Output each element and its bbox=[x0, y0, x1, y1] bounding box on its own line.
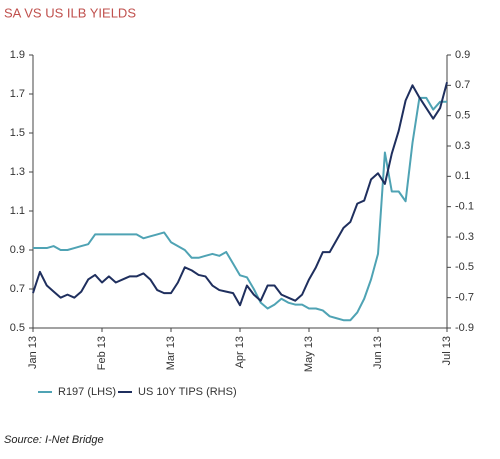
y2-tick-label: -0.5 bbox=[455, 261, 474, 273]
y-tick-label: 1.3 bbox=[10, 166, 25, 178]
y-tick-label: 1.9 bbox=[10, 49, 25, 61]
y2-tick-label: 0.3 bbox=[455, 140, 470, 152]
y2-tick-label: -0.3 bbox=[455, 231, 474, 243]
x-tick-label: Apr 13 bbox=[234, 336, 246, 368]
legend-label: US 10Y TIPS (RHS) bbox=[138, 386, 237, 398]
y2-tick-label: 0.9 bbox=[455, 49, 470, 61]
data-line bbox=[33, 96, 447, 322]
x-tick-label: Jun 13 bbox=[372, 336, 384, 369]
y2-tick-label: 0.5 bbox=[455, 110, 470, 122]
y-tick-label: 1.7 bbox=[10, 88, 25, 100]
x-tick-label: Mar 13 bbox=[165, 336, 177, 370]
legend-label: R197 (LHS) bbox=[58, 386, 116, 398]
y-tick-label: 0.9 bbox=[10, 244, 25, 256]
source: Source: I-Net Bridge bbox=[4, 434, 104, 446]
x-tick-label: Feb 13 bbox=[96, 336, 108, 370]
x-tick-label: Jul 13 bbox=[441, 336, 453, 365]
y-tick-label: 0.7 bbox=[10, 283, 25, 295]
y-tick-label: 0.5 bbox=[10, 322, 25, 334]
x-tick-label: Jan 13 bbox=[27, 336, 39, 369]
y2-tick-label: 0.7 bbox=[455, 79, 470, 91]
chart-title: SA VS US ILB YIELDS bbox=[4, 5, 136, 20]
y2-tick-label: -0.9 bbox=[455, 322, 474, 334]
y2-tick-label: 0.1 bbox=[455, 170, 470, 182]
y-tick-label: 1.1 bbox=[10, 205, 25, 217]
x-tick-label: May 13 bbox=[303, 336, 315, 372]
y-tick-label: 1.5 bbox=[10, 127, 25, 139]
y2-tick-label: -0.1 bbox=[455, 201, 474, 213]
y2-tick-label: -0.7 bbox=[455, 292, 474, 304]
data-line bbox=[32, 82, 448, 307]
